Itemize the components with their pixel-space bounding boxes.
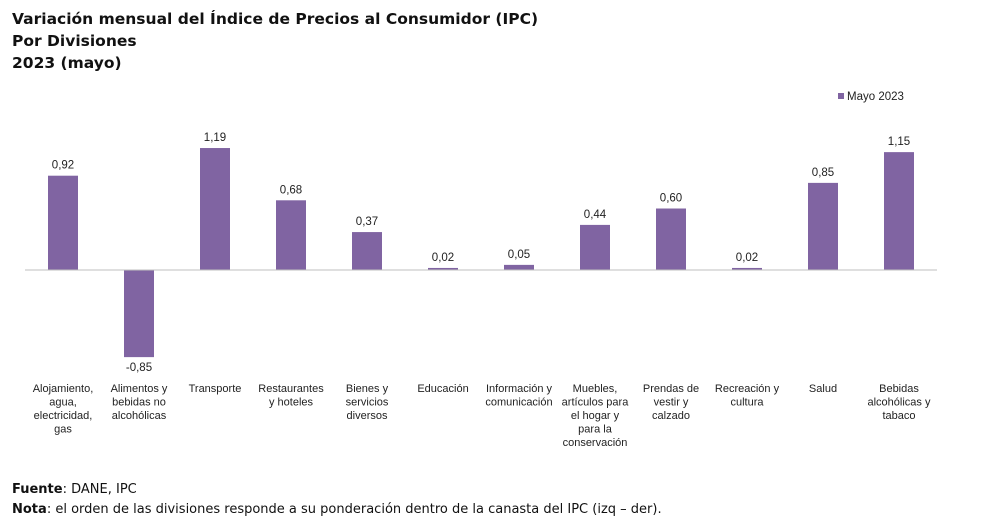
bar	[884, 152, 914, 270]
data-label: 0,05	[508, 249, 530, 261]
category-label-line: para la	[578, 424, 613, 436]
bar	[48, 175, 78, 270]
category-label-line: Muebles,	[573, 383, 618, 395]
category-label-line: Prendas de	[643, 383, 699, 395]
category-label-line: servicios	[346, 397, 389, 409]
data-label: 0,92	[52, 160, 74, 172]
footnote: Nota: el orden de las divisiones respond…	[12, 502, 662, 517]
bar	[732, 267, 762, 270]
category-label-line: Educación	[417, 383, 468, 395]
category-label: Recreación y cultura	[715, 383, 780, 409]
data-label: 0,60	[660, 193, 682, 205]
category-label: Bebidas alcohólicas y tabaco	[868, 383, 931, 422]
category-label: Bienes y servicios diversos	[346, 383, 389, 422]
data-label: 0,02	[736, 252, 758, 264]
category-label-line: conservación	[563, 437, 628, 449]
bar	[580, 224, 610, 270]
category-label-line: vestir y	[654, 397, 689, 409]
category-label-line: el hogar y	[571, 410, 620, 422]
data-label: 0,37	[356, 216, 378, 228]
category-label-line: Recreación y	[715, 383, 780, 395]
category-label: Transporte	[189, 383, 242, 395]
category-label-line: diversos	[347, 410, 388, 422]
bar	[428, 267, 458, 270]
source-label: Fuente	[12, 482, 63, 497]
bar	[656, 208, 686, 270]
source-note: Fuente: DANE, IPC	[12, 482, 137, 497]
data-label: 0,85	[812, 167, 834, 179]
category-label-line: calzado	[652, 410, 690, 422]
category-label: Educación	[417, 383, 468, 395]
category-label-line: Bienes y	[346, 383, 389, 395]
bar-chart: 0,92 Alojamiento, agua, electricidad, gas -0,…	[25, 91, 937, 449]
category-label-line: gas	[54, 424, 72, 436]
category-label: Información y comunicación	[485, 383, 552, 409]
category-label-line: tabaco	[882, 410, 915, 422]
title-line-3: 2023 (mayo)	[12, 54, 122, 72]
category-label-line: artículos para	[562, 397, 630, 409]
chart-title: Variación mensual del Índice de Precios …	[12, 8, 538, 74]
data-label: 0,44	[584, 209, 607, 221]
category-label-line: alcohólicas	[112, 410, 167, 422]
bar	[352, 232, 382, 270]
category-label-line: Bebidas	[879, 383, 919, 395]
category-label: Muebles, artículos para el hogar y para la c…	[562, 383, 630, 449]
legend-swatch	[838, 93, 844, 99]
category-label-line: Información y	[486, 383, 553, 395]
bar	[124, 270, 154, 358]
bar	[808, 182, 838, 270]
category-label-line: Restaurantes	[258, 383, 324, 395]
data-label: 1,15	[888, 136, 910, 148]
category-label-line: Alojamiento,	[33, 383, 94, 395]
category-label-line: cultura	[730, 397, 764, 409]
note-text: : el orden de las divisiones responde a …	[46, 502, 662, 517]
category-label-line: alcohólicas y	[868, 397, 931, 409]
category-label: Restaurantes y hoteles	[258, 383, 324, 409]
category-label-line: Salud	[809, 383, 837, 395]
category-label-line: bebidas no	[112, 397, 166, 409]
bar	[200, 148, 230, 270]
category-label-line: agua,	[49, 397, 77, 409]
category-label: Salud	[809, 383, 837, 395]
bar	[276, 200, 306, 270]
category-label-line: Transporte	[189, 383, 242, 395]
data-label: 1,19	[204, 132, 226, 144]
category-label-line: electricidad,	[34, 410, 93, 422]
data-label: 0,68	[280, 184, 302, 196]
category-label-line: Alimentos y	[111, 383, 168, 395]
source-text: : DANE, IPC	[62, 482, 137, 497]
note-label: Nota	[12, 502, 47, 517]
category-label-line: comunicación	[485, 397, 552, 409]
bar	[504, 264, 534, 270]
category-label-line: y hoteles	[269, 397, 314, 409]
title-line-2: Por Divisiones	[12, 32, 137, 50]
data-label: 0,02	[432, 252, 454, 264]
category-label: Prendas de vestir y calzado	[643, 383, 699, 422]
title-line-1: Variación mensual del Índice de Precios …	[12, 10, 539, 28]
legend-label: Mayo 2023	[847, 91, 904, 103]
category-label: Alojamiento, agua, electricidad, gas	[33, 383, 94, 436]
data-label: -0,85	[126, 362, 152, 374]
category-label: Alimentos y bebidas no alcohólicas	[111, 383, 168, 422]
